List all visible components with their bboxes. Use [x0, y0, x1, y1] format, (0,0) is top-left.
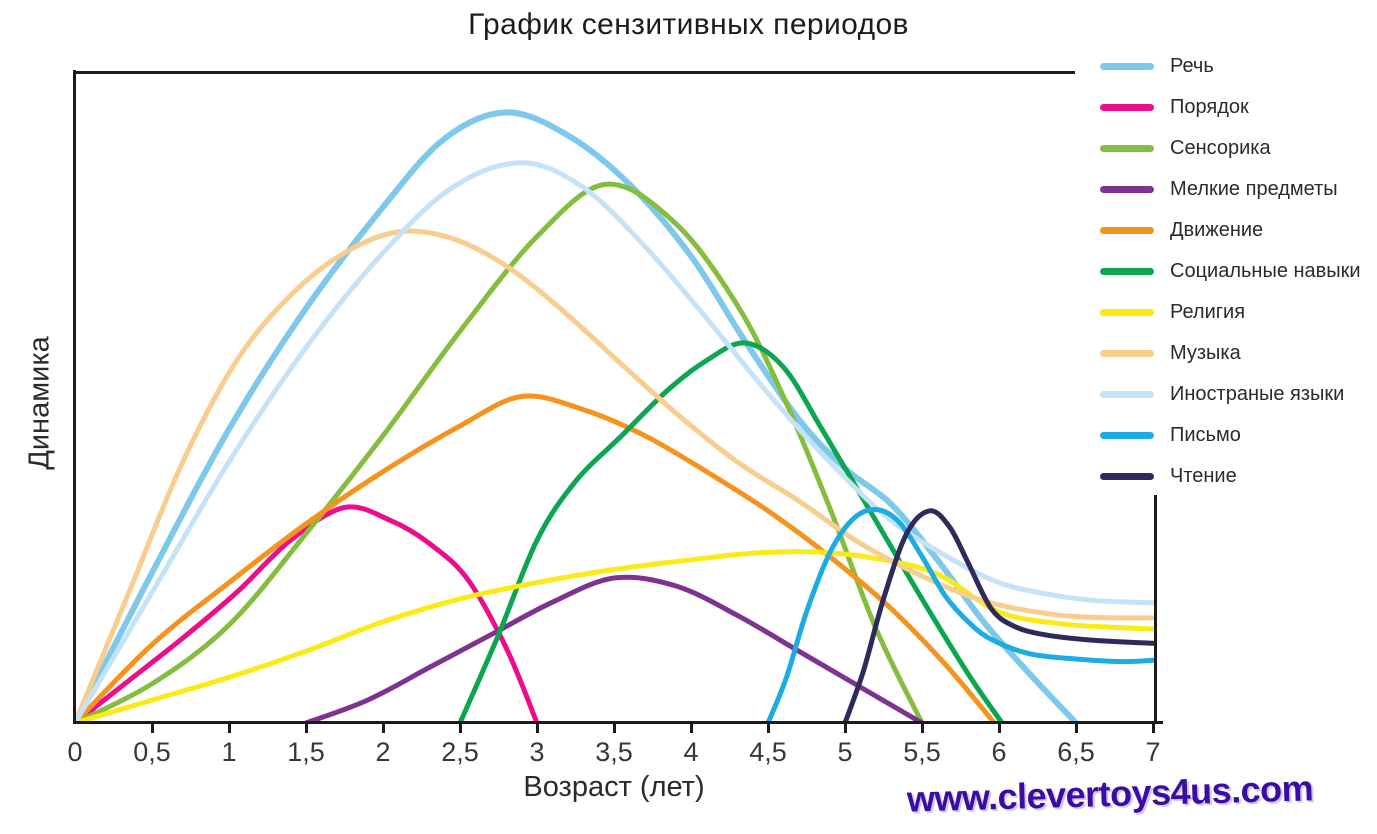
legend-item: Движение	[1100, 210, 1361, 251]
x-tick-label: 0,5	[133, 737, 171, 767]
x-tick-mark	[997, 724, 1001, 733]
legend-swatch-icon	[1100, 391, 1154, 398]
plot-top-border	[73, 71, 1075, 74]
legend-swatch-icon	[1100, 227, 1154, 234]
chart-title: График сензитивных периодов	[468, 8, 909, 41]
plot-right-border	[1154, 495, 1157, 724]
x-tick-label: 6	[991, 737, 1007, 767]
legend-item: Мелкие предметы	[1100, 169, 1361, 210]
legend-label: Письмо	[1170, 424, 1241, 446]
x-tick-mark	[1151, 724, 1155, 733]
x-tick-label: 4,5	[749, 737, 787, 767]
series-curve-9	[765, 506, 1156, 724]
legend-label: Иностраные языки	[1170, 383, 1345, 405]
series-curve-3	[303, 574, 925, 724]
legend-item: Письмо	[1100, 415, 1361, 456]
legend-item: Иностраные языки	[1100, 374, 1361, 415]
x-tick-label: 0	[67, 737, 83, 767]
x-tick-label: 7	[1145, 737, 1161, 767]
legend-swatch-icon	[1100, 432, 1154, 439]
x-tick-label: 3,5	[595, 737, 633, 767]
series-curve-1	[74, 504, 540, 724]
x-tick-label: 1,5	[287, 737, 325, 767]
x-tick-mark	[381, 724, 385, 733]
series-curve-4	[74, 393, 997, 724]
series-curve-10	[842, 508, 1156, 724]
legend-swatch-icon	[1100, 268, 1154, 275]
x-tick-label: 6,5	[1057, 737, 1095, 767]
series-curve-8	[74, 160, 1156, 724]
x-tick-label: 3	[529, 737, 545, 767]
y-axis-title: Динамика	[23, 336, 56, 470]
x-axis-line	[73, 721, 1163, 724]
series-curve-0	[74, 109, 1079, 724]
legend-label: Сенсорика	[1170, 137, 1271, 159]
series-curve-5	[457, 340, 1005, 724]
legend-swatch-icon	[1100, 63, 1154, 70]
legend-label: Порядок	[1170, 96, 1249, 118]
legend-label: Мелкие предметы	[1170, 178, 1338, 200]
x-tick-label: 5	[837, 737, 853, 767]
x-tick-mark	[458, 724, 462, 733]
x-tick-label: 5,5	[903, 737, 941, 767]
x-axis-title: Возраст (лет)	[523, 771, 705, 803]
x-tick-label: 1	[221, 737, 237, 767]
legend-label: Чтение	[1170, 465, 1237, 487]
y-axis-line	[73, 70, 76, 724]
x-tick-mark	[689, 724, 693, 733]
legend: Речь Порядок Сенсорика Мелкие предметы Движе…	[1100, 46, 1361, 497]
legend-item: Порядок	[1100, 87, 1361, 128]
legend-label: Речь	[1170, 55, 1214, 77]
legend-item: Чтение	[1100, 456, 1361, 497]
legend-swatch-icon	[1100, 104, 1154, 111]
legend-swatch-icon	[1100, 473, 1154, 480]
legend-swatch-icon	[1100, 309, 1154, 316]
series-curve-7	[74, 228, 1156, 724]
x-tick-label: 2	[375, 737, 391, 767]
x-tick-mark	[612, 724, 616, 733]
legend-item: Религия	[1100, 292, 1361, 333]
legend-item: Сенсорика	[1100, 128, 1361, 169]
legend-label: Социальные навыки	[1170, 260, 1361, 282]
x-tick-mark	[766, 724, 770, 733]
x-tick-mark	[920, 724, 924, 733]
x-tick-mark	[843, 724, 847, 733]
legend-label: Музыка	[1170, 342, 1241, 364]
legend-swatch-icon	[1100, 186, 1154, 193]
x-tick-mark	[150, 724, 154, 733]
x-tick-mark	[535, 724, 539, 733]
x-tick-mark	[227, 724, 231, 733]
legend-label: Религия	[1170, 301, 1246, 323]
x-tick-mark	[1074, 724, 1078, 733]
x-tick-mark	[304, 724, 308, 733]
x-tick-label: 4	[683, 737, 699, 767]
legend-swatch-icon	[1100, 350, 1154, 357]
series-curve-2	[74, 181, 925, 724]
legend-item: Музыка	[1100, 333, 1361, 374]
series-curve-6	[74, 549, 1156, 724]
x-tick-label: 2,5	[441, 737, 479, 767]
legend-label: Движение	[1170, 219, 1264, 241]
legend-swatch-icon	[1100, 145, 1154, 152]
legend-item: Социальные навыки	[1100, 251, 1361, 292]
legend-item: Речь	[1100, 46, 1361, 87]
